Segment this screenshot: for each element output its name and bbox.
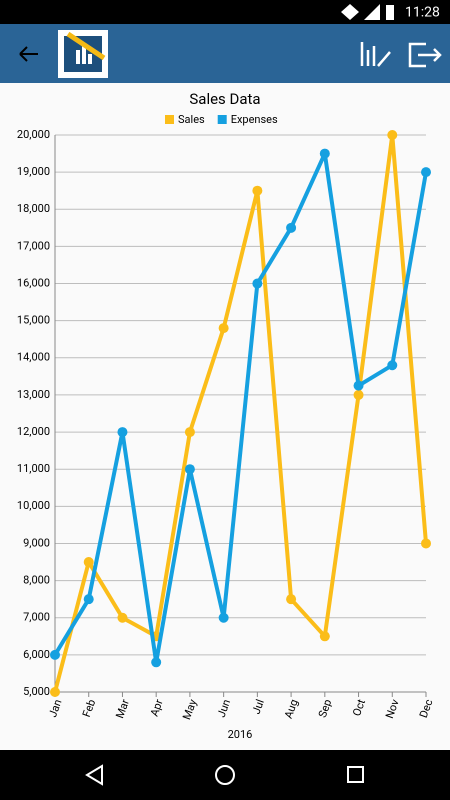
y-tick-label: 18,000 [17, 202, 50, 215]
x-tick-label: Dec [417, 697, 436, 719]
battery-icon [386, 5, 394, 20]
legend-label: Expenses [231, 113, 278, 126]
y-tick-label: 14,000 [17, 351, 50, 364]
data-point [117, 612, 128, 623]
y-tick-label: 12,000 [17, 425, 50, 438]
data-point [387, 360, 398, 371]
y-tick-label: 19,000 [17, 165, 50, 178]
y-tick-label: 20,000 [17, 128, 50, 141]
nav-bar [0, 750, 450, 800]
data-point [184, 427, 195, 438]
x-tick-label: Apr [148, 697, 166, 718]
y-tick-label: 9,000 [23, 536, 50, 549]
x-tick-label: Jul [250, 698, 267, 716]
status-bar [0, 0, 450, 24]
data-point [50, 649, 60, 660]
x-tick-label: Sep [316, 698, 335, 720]
x-tick-label: Feb [80, 698, 98, 719]
data-point [319, 631, 330, 642]
x-tick-label: Jan [46, 698, 64, 719]
data-point [286, 594, 297, 605]
data-point [421, 167, 431, 178]
chart-edit-button[interactable] [360, 42, 391, 67]
x-tick-label: Aug [282, 698, 301, 721]
legend-swatch [165, 115, 174, 124]
data-point [252, 185, 263, 196]
x-tick-label: Mar [113, 697, 132, 720]
nav-back[interactable] [85, 764, 103, 786]
y-tick-label: 10,000 [17, 499, 50, 512]
y-tick-label: 7,000 [23, 611, 50, 624]
exit-button[interactable] [408, 42, 442, 68]
data-point [353, 389, 364, 400]
x-tick-label: May [180, 697, 200, 722]
y-tick-label: 8,000 [23, 574, 50, 587]
y-tick-label: 13,000 [17, 388, 50, 401]
x-tick-label: Jun [215, 698, 233, 720]
data-point [421, 538, 431, 549]
y-tick-label: 16,000 [17, 276, 50, 289]
series-line [53, 133, 428, 693]
data-point [218, 323, 229, 334]
app-icon [58, 30, 108, 78]
chart-title: Sales Data [189, 90, 260, 108]
y-tick-label: 15,000 [17, 314, 50, 327]
data-point [184, 464, 195, 475]
data-point [286, 222, 297, 233]
back-button[interactable] [19, 46, 38, 62]
y-tick-label: 17,000 [17, 239, 50, 252]
signal-icon [364, 4, 380, 20]
x-tick-label: Oct [350, 697, 368, 718]
y-tick-label: 5,000 [23, 685, 50, 698]
wifi-icon [341, 4, 359, 20]
x-axis-title: 2016 [228, 728, 253, 741]
data-point [387, 130, 398, 140]
y-tick-label: 6,000 [23, 648, 50, 661]
nav-home[interactable] [215, 765, 235, 785]
data-point [252, 278, 263, 289]
data-point [83, 594, 94, 605]
data-point [117, 427, 128, 438]
data-point [50, 687, 60, 697]
nav-recents[interactable] [347, 766, 364, 783]
legend-swatch [217, 115, 227, 124]
series-line [53, 151, 428, 665]
data-point [151, 657, 162, 668]
x-tick-label: Nov [383, 697, 402, 720]
data-point [218, 612, 229, 623]
legend-label: Sales [178, 113, 205, 126]
clock: 11:28 [405, 5, 440, 21]
y-tick-label: 11,000 [17, 462, 50, 475]
data-point [353, 380, 364, 391]
data-point [83, 557, 94, 568]
data-point [319, 148, 330, 159]
